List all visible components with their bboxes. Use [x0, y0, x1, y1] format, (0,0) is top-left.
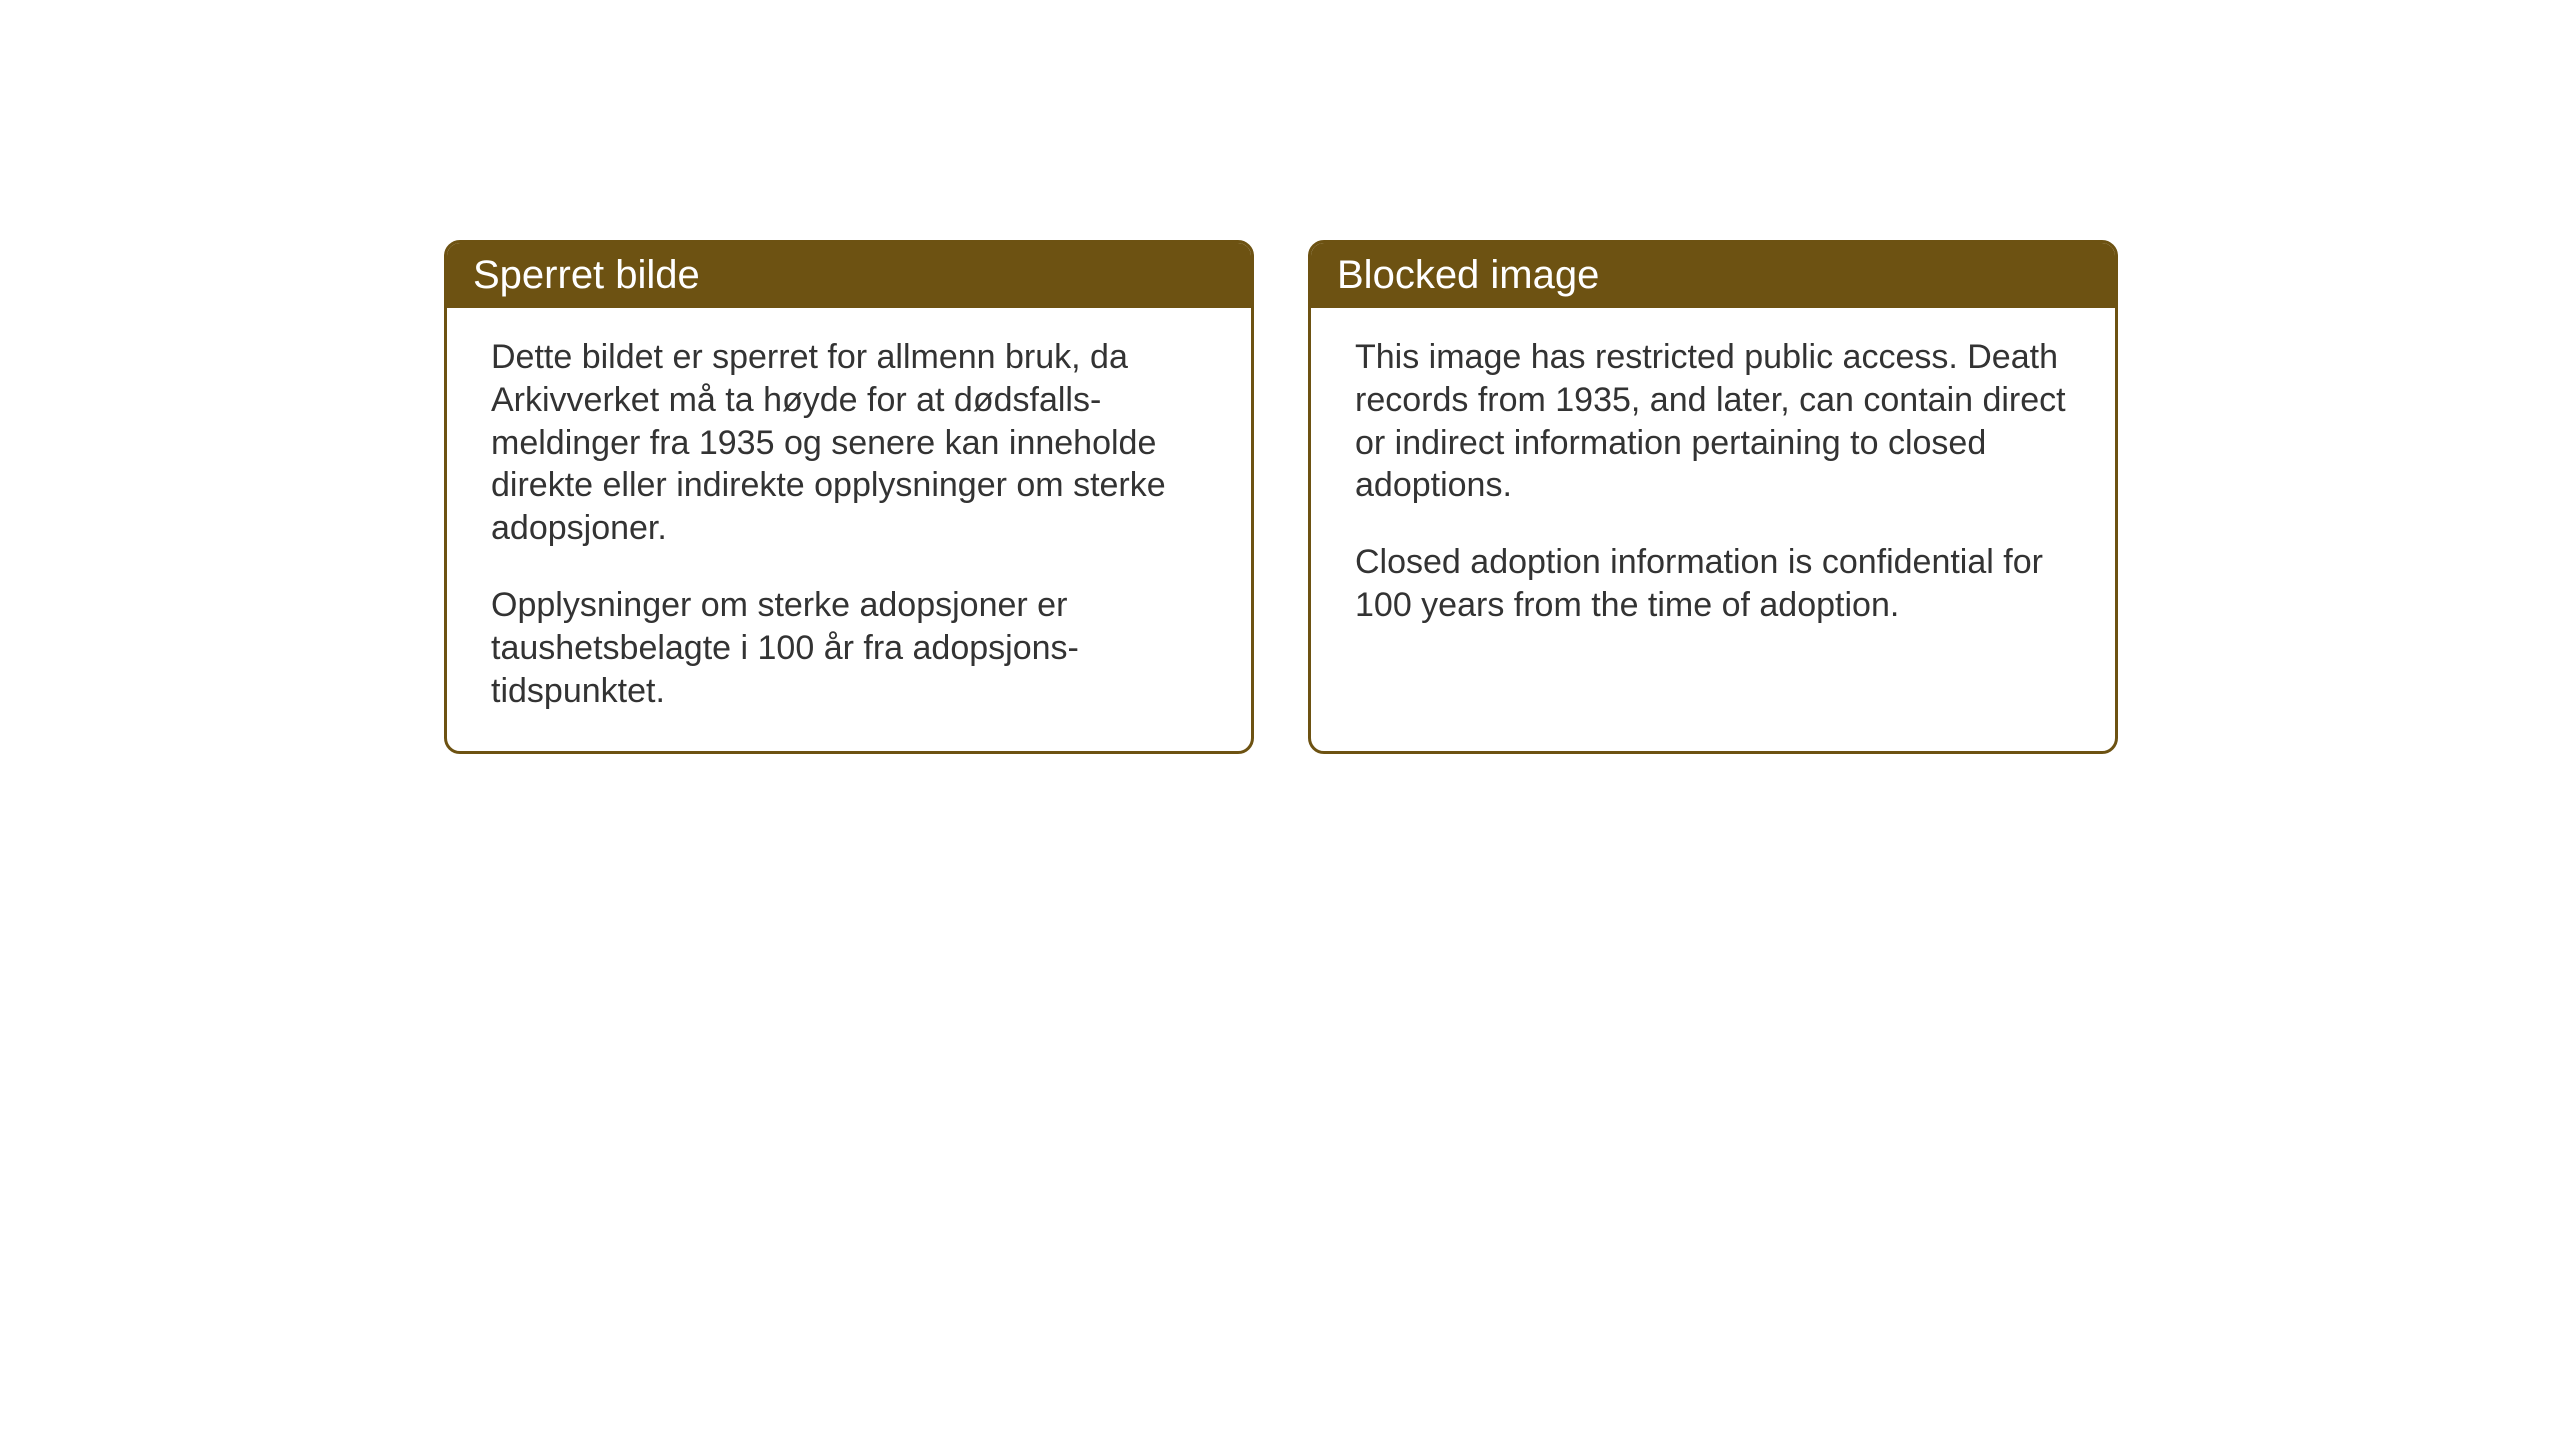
notice-paragraph-1-english: This image has restricted public access.…: [1355, 336, 2071, 507]
notice-box-english: Blocked image This image has restricted …: [1308, 240, 2118, 754]
notice-body-english: This image has restricted public access.…: [1311, 308, 2115, 665]
notice-body-norwegian: Dette bildet er sperret for allmenn bruk…: [447, 308, 1251, 751]
notice-container: Sperret bilde Dette bildet er sperret fo…: [444, 240, 2118, 754]
notice-paragraph-1-norwegian: Dette bildet er sperret for allmenn bruk…: [491, 336, 1207, 550]
notice-paragraph-2-norwegian: Opplysninger om sterke adopsjoner er tau…: [491, 584, 1207, 712]
notice-box-norwegian: Sperret bilde Dette bildet er sperret fo…: [444, 240, 1254, 754]
notice-header-norwegian: Sperret bilde: [447, 243, 1251, 308]
notice-paragraph-2-english: Closed adoption information is confident…: [1355, 541, 2071, 627]
notice-header-english: Blocked image: [1311, 243, 2115, 308]
